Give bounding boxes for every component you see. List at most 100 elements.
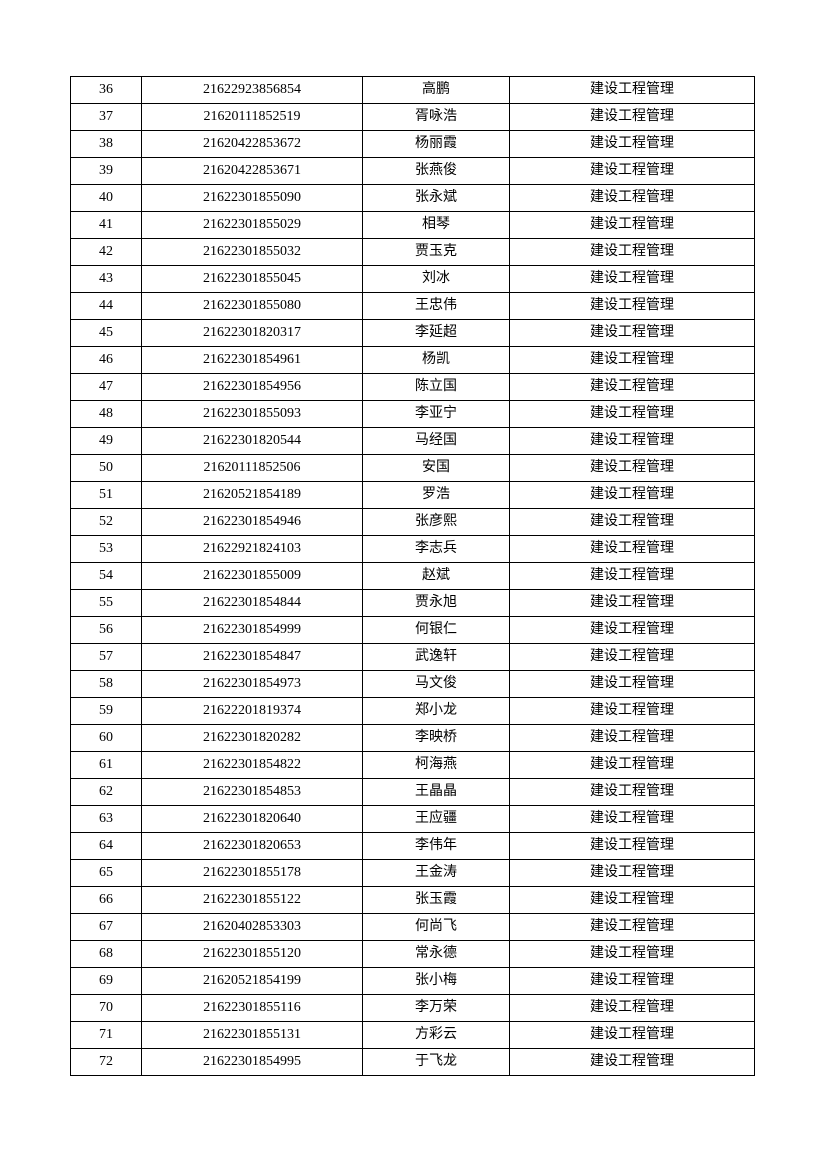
student-id-cell: 21622301820544 xyxy=(141,427,363,455)
name-cell: 方彩云 xyxy=(362,1021,510,1049)
name-cell: 张玉霞 xyxy=(362,886,510,914)
name-cell: 李亚宁 xyxy=(362,400,510,428)
student-id-cell: 21622301855032 xyxy=(141,238,363,266)
student-id-cell: 21622301855045 xyxy=(141,265,363,293)
student-id-cell: 21622301855120 xyxy=(141,940,363,968)
name-cell: 郑小龙 xyxy=(362,697,510,725)
table-row: 45 21622301820317 李延超 建设工程管理 xyxy=(70,319,755,347)
row-number-cell: 40 xyxy=(70,184,142,212)
row-number-cell: 36 xyxy=(70,76,142,104)
row-number-cell: 50 xyxy=(70,454,142,482)
name-cell: 李映桥 xyxy=(362,724,510,752)
name-cell: 李万荣 xyxy=(362,994,510,1022)
table-row: 40 21622301855090 张永斌 建设工程管理 xyxy=(70,184,755,212)
major-cell: 建设工程管理 xyxy=(509,103,755,131)
student-id-cell: 21620402853303 xyxy=(141,913,363,941)
row-number-cell: 53 xyxy=(70,535,142,563)
name-cell: 王忠伟 xyxy=(362,292,510,320)
name-cell: 刘冰 xyxy=(362,265,510,293)
student-id-cell: 21622921824103 xyxy=(141,535,363,563)
major-cell: 建设工程管理 xyxy=(509,724,755,752)
table-row: 54 21622301855009 赵斌 建设工程管理 xyxy=(70,562,755,590)
student-list-table: 36 21622923856854 高鹏 建设工程管理 37 21620111852519… xyxy=(70,76,755,1076)
table-row: 72 21622301854995 于飞龙 建设工程管理 xyxy=(70,1048,755,1076)
major-cell: 建设工程管理 xyxy=(509,427,755,455)
major-cell: 建设工程管理 xyxy=(509,319,755,347)
major-cell: 建设工程管理 xyxy=(509,157,755,185)
student-id-cell: 21622301854946 xyxy=(141,508,363,536)
major-cell: 建设工程管理 xyxy=(509,346,755,374)
major-cell: 建设工程管理 xyxy=(509,859,755,887)
row-number-cell: 71 xyxy=(70,1021,142,1049)
row-number-cell: 59 xyxy=(70,697,142,725)
table-row: 50 21620111852506 安国 建设工程管理 xyxy=(70,454,755,482)
row-number-cell: 67 xyxy=(70,913,142,941)
student-id-cell: 21622301820640 xyxy=(141,805,363,833)
student-id-cell: 21622301855122 xyxy=(141,886,363,914)
student-id-cell: 21622301820653 xyxy=(141,832,363,860)
major-cell: 建设工程管理 xyxy=(509,616,755,644)
name-cell: 王金涛 xyxy=(362,859,510,887)
student-id-cell: 21620422853671 xyxy=(141,157,363,185)
row-number-cell: 58 xyxy=(70,670,142,698)
student-id-cell: 21622301855009 xyxy=(141,562,363,590)
table-row: 71 21622301855131 方彩云 建设工程管理 xyxy=(70,1021,755,1049)
row-number-cell: 46 xyxy=(70,346,142,374)
name-cell: 贾永旭 xyxy=(362,589,510,617)
table-row: 48 21622301855093 李亚宁 建设工程管理 xyxy=(70,400,755,428)
table-row: 70 21622301855116 李万荣 建设工程管理 xyxy=(70,994,755,1022)
student-id-cell: 21622301855093 xyxy=(141,400,363,428)
major-cell: 建设工程管理 xyxy=(509,76,755,104)
major-cell: 建设工程管理 xyxy=(509,940,755,968)
table-row: 43 21622301855045 刘冰 建设工程管理 xyxy=(70,265,755,293)
student-id-cell: 21620111852506 xyxy=(141,454,363,482)
student-id-cell: 21622301820317 xyxy=(141,319,363,347)
name-cell: 常永德 xyxy=(362,940,510,968)
table-row: 42 21622301855032 贾玉克 建设工程管理 xyxy=(70,238,755,266)
row-number-cell: 72 xyxy=(70,1048,142,1076)
major-cell: 建设工程管理 xyxy=(509,481,755,509)
name-cell: 何尚飞 xyxy=(362,913,510,941)
table-row: 65 21622301855178 王金涛 建设工程管理 xyxy=(70,859,755,887)
name-cell: 杨凯 xyxy=(362,346,510,374)
name-cell: 相琴 xyxy=(362,211,510,239)
student-id-cell: 21622301855029 xyxy=(141,211,363,239)
row-number-cell: 47 xyxy=(70,373,142,401)
table-row: 69 21620521854199 张小梅 建设工程管理 xyxy=(70,967,755,995)
row-number-cell: 70 xyxy=(70,994,142,1022)
student-id-cell: 21620521854189 xyxy=(141,481,363,509)
student-id-cell: 21622301855090 xyxy=(141,184,363,212)
name-cell: 何银仁 xyxy=(362,616,510,644)
name-cell: 王晶晶 xyxy=(362,778,510,806)
table-row: 44 21622301855080 王忠伟 建设工程管理 xyxy=(70,292,755,320)
name-cell: 马经国 xyxy=(362,427,510,455)
row-number-cell: 56 xyxy=(70,616,142,644)
major-cell: 建设工程管理 xyxy=(509,805,755,833)
name-cell: 高鹏 xyxy=(362,76,510,104)
major-cell: 建设工程管理 xyxy=(509,211,755,239)
name-cell: 赵斌 xyxy=(362,562,510,590)
name-cell: 张彦熙 xyxy=(362,508,510,536)
table-row: 36 21622923856854 高鹏 建设工程管理 xyxy=(70,76,755,104)
table-row: 60 21622301820282 李映桥 建设工程管理 xyxy=(70,724,755,752)
student-id-cell: 21622301854999 xyxy=(141,616,363,644)
student-id-cell: 21620422853672 xyxy=(141,130,363,158)
name-cell: 杨丽霞 xyxy=(362,130,510,158)
table-row: 63 21622301820640 王应疆 建设工程管理 xyxy=(70,805,755,833)
student-id-cell: 21622301855131 xyxy=(141,1021,363,1049)
row-number-cell: 52 xyxy=(70,508,142,536)
student-id-cell: 21622301854844 xyxy=(141,589,363,617)
student-id-cell: 21622201819374 xyxy=(141,697,363,725)
name-cell: 马文俊 xyxy=(362,670,510,698)
major-cell: 建设工程管理 xyxy=(509,886,755,914)
name-cell: 陈立国 xyxy=(362,373,510,401)
major-cell: 建设工程管理 xyxy=(509,130,755,158)
student-id-cell: 21622301855080 xyxy=(141,292,363,320)
name-cell: 武逸轩 xyxy=(362,643,510,671)
row-number-cell: 69 xyxy=(70,967,142,995)
row-number-cell: 62 xyxy=(70,778,142,806)
major-cell: 建设工程管理 xyxy=(509,400,755,428)
table-row: 68 21622301855120 常永德 建设工程管理 xyxy=(70,940,755,968)
major-cell: 建设工程管理 xyxy=(509,967,755,995)
row-number-cell: 54 xyxy=(70,562,142,590)
